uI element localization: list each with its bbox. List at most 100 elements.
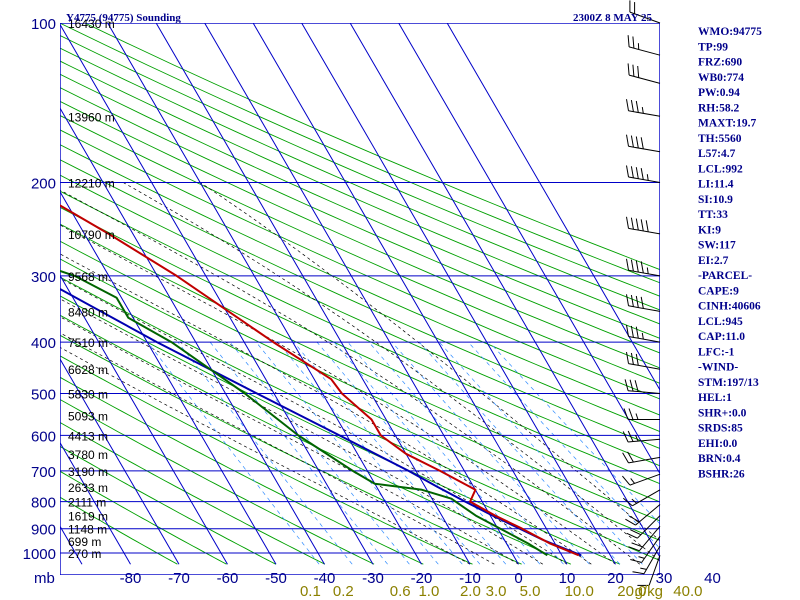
wind-barb-flag [634,380,639,392]
wind-barbs [622,0,661,586]
wind-barb-flag [628,515,640,523]
chart-datetime: 2300Z 8 MAY 25 [573,12,652,24]
wind-barb-staff [628,305,661,312]
dry-adiabat-line [60,159,660,433]
mixing-ratio-line [333,341,526,565]
index-value: SI:10.9 [698,194,733,206]
index-value: LFC:-1 [698,346,735,358]
index-value: -PARCEL- [698,270,752,282]
height-label: 5093 m [68,409,108,423]
wind-barb-flag [627,35,630,47]
wind-barb-staff [628,363,661,370]
wind-barb-half [635,435,639,442]
height-label: 3190 m [68,465,108,479]
wind-barb-flag [626,532,638,539]
height-label: 2111 m [68,496,106,510]
wind-barb-staff [628,46,661,56]
pressure-tick-label: 1000 [23,546,56,563]
wind-barb-half [631,498,637,504]
wind-barb-flag [630,529,642,536]
temperature-tick-label: -50 [265,570,287,587]
wind-barb-flag [630,217,634,230]
dry-adiabat-line [60,60,660,325]
height-label: 13960 m [68,110,115,124]
dry-adiabat-line [84,23,660,271]
temperature-tick-label: 0 [514,570,522,587]
index-value: EHI:0.0 [698,438,738,450]
wind-barb-flag [626,99,629,111]
index-value: CINH:40606 [698,301,761,313]
height-label: 16430 m [68,17,115,31]
isotherm-line [446,23,660,392]
dry-adiabat-line [60,73,660,339]
pressure-tick-label: 800 [31,495,56,512]
index-value: RH:58.2 [698,102,739,114]
wind-barb-flag [635,260,639,273]
mixing-ratio-line [277,341,463,565]
dry-adiabat-line [60,144,660,416]
index-value: LCL:945 [698,316,743,328]
index-value: CAP:11.0 [698,331,745,343]
wind-barb-flag [635,167,639,179]
dry-adiabat-line [60,398,375,565]
dry-adiabat-line [60,376,424,565]
wind-barb-flag [630,259,634,272]
wind-barb-staff [643,545,661,574]
wind-barb-flag [626,134,629,147]
mixing-ratio-label: 0.2 [333,583,354,600]
height-label: 4413 m [68,429,108,443]
index-value: BSHR:26 [698,468,745,480]
parcel-trace [60,287,582,557]
index-value: -WIND- [698,362,738,374]
wind-barb-staff [637,515,661,539]
wind-barb-flag [632,36,635,49]
pressure-tick-label: 900 [31,522,56,539]
wind-barb-staff [628,176,661,183]
wind-barb-flag [640,261,644,273]
wind-barb-staff [632,489,661,507]
temperature-tick-label: -10 [459,570,481,587]
wind-barb-flag [627,451,634,463]
dry-adiabat-line [60,334,522,565]
height-label: 6628 m [68,363,108,377]
mixing-ratio-label: 10.0 [565,583,594,600]
wind-barb-half [641,332,644,340]
index-value: PW:0.94 [698,87,740,99]
wind-barb-half [638,556,645,559]
temperature-tick-label: -80 [120,570,142,587]
isotherm-line [398,23,660,475]
height-label: 8480 m [68,305,108,319]
dry-adiabat-line [60,190,660,467]
wind-barb-flag [628,408,634,420]
dry-adiabat-line [60,223,660,503]
height-label: 12210 m [68,177,115,191]
chart-title: Y4775 (94775) Sounding [66,12,181,24]
mixing-ratio-line [419,341,621,565]
wind-barb-flag [627,63,630,76]
wind-barb-flag [624,379,629,391]
index-value: CAPE:9 [698,285,739,297]
mixing-ratio-line [229,341,410,565]
index-value: TH:5560 [698,133,742,145]
index-value: FRZ:690 [698,57,742,69]
wind-barb-flag [626,216,629,229]
isotherm-line [60,358,180,565]
dry-adiabat-line [60,496,178,565]
dry-adiabat-line [60,276,660,561]
wind-barb-flag [628,546,640,552]
mixing-ratio-line [391,341,590,565]
isotherm-line [107,23,422,565]
height-label: 2633 m [68,481,108,495]
dry-adiabat-line [60,314,571,565]
isotherm-line [60,190,277,565]
index-value: KI:9 [698,224,721,236]
wind-barb-flag [632,571,645,575]
wind-barb-staff [628,390,661,394]
isotherm-line [60,107,325,565]
temperature-tick-label: -20 [411,570,433,587]
wind-barb-flag [626,258,629,271]
index-value: TP:99 [698,41,728,53]
